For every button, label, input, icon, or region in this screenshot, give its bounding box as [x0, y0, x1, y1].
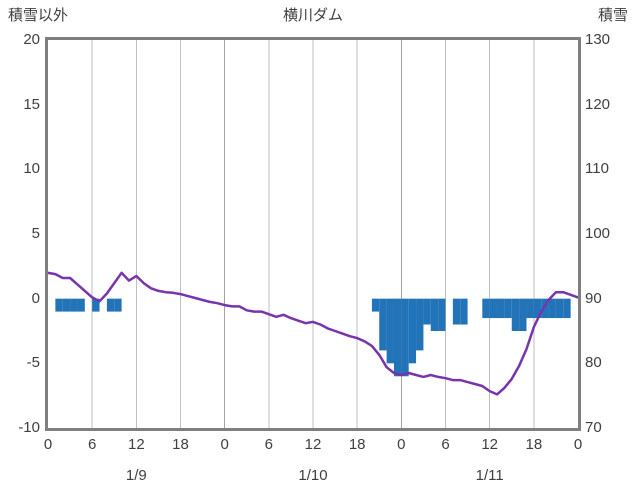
- hourly-bar: [526, 298, 534, 319]
- hourly-bar: [393, 298, 402, 377]
- left-axis-tick-label: 20: [23, 31, 40, 48]
- x-axis-tick-label: 18: [525, 436, 543, 453]
- chart-title: 横川ダム: [282, 7, 343, 24]
- hourly-bar: [416, 298, 424, 351]
- x-axis-tick-label: 12: [481, 436, 498, 453]
- right-axis-tick-label: 110: [585, 160, 609, 178]
- hourly-bar: [423, 298, 431, 325]
- hourly-bar: [511, 298, 520, 331]
- hourly-bar: [55, 298, 63, 312]
- left-axis-tick-label: -10: [18, 419, 40, 436]
- hourly-bar: [386, 298, 394, 364]
- plot-area: [45, 37, 581, 431]
- hourly-bar: [563, 298, 571, 319]
- hourly-bar: [77, 298, 85, 312]
- hourly-bar: [371, 298, 380, 312]
- left-axis-tick-label: 0: [31, 289, 40, 307]
- day-label: 1/9: [125, 467, 147, 484]
- x-axis-tick-label: 18: [172, 436, 189, 453]
- left-axis-tick-label: 15: [23, 95, 40, 113]
- hourly-bar: [92, 298, 100, 312]
- right-axis-tick-label: 90: [585, 289, 602, 307]
- right-axis-tick-label: 100: [585, 225, 611, 242]
- hourly-bar: [379, 298, 387, 351]
- day-label: 1/10: [298, 467, 328, 484]
- hourly-bar: [70, 298, 78, 312]
- hourly-bar: [533, 298, 542, 319]
- hourly-bar: [452, 298, 461, 325]
- hourly-bar: [482, 298, 490, 319]
- hourly-bar: [430, 298, 439, 331]
- plot-svg: [48, 40, 578, 428]
- x-axis-tick-label: 12: [304, 436, 322, 453]
- hourly-bar: [114, 298, 122, 312]
- right-axis-tick-label: 80: [585, 354, 602, 372]
- line-series-path: [48, 271, 578, 396]
- x-axis-tick-label: 0: [220, 436, 229, 453]
- hourly-bar: [519, 298, 527, 331]
- x-axis-tick-label: 6: [87, 436, 97, 453]
- hourly-bar: [504, 298, 512, 319]
- x-axis-tick-label: 18: [348, 436, 366, 453]
- hourly-bar: [541, 298, 549, 319]
- hourly-bar: [489, 298, 498, 319]
- x-axis-tick-label: 6: [441, 436, 450, 453]
- right-axis-title: 積雪: [597, 7, 628, 24]
- hourly-bar: [548, 298, 556, 319]
- hourly-bar: [438, 298, 446, 331]
- x-axis-tick-label: 0: [43, 436, 53, 453]
- left-axis-title: 積雪以外: [8, 7, 69, 24]
- hourly-bar: [460, 298, 468, 325]
- x-axis-tick-label: 0: [573, 436, 583, 453]
- left-axis-tick-label: 5: [31, 225, 40, 242]
- x-axis-tick-label: 12: [127, 436, 145, 453]
- right-axis-tick-label: 120: [585, 95, 611, 113]
- x-axis-tick-label: 0: [397, 436, 406, 453]
- day-label: 1/11: [475, 467, 504, 484]
- hourly-bar: [401, 298, 409, 377]
- hourly-bar: [497, 298, 505, 319]
- hourly-bar: [555, 298, 564, 319]
- hourly-bar: [62, 298, 71, 312]
- right-axis-tick-label: 70: [585, 419, 602, 436]
- x-axis-tick-label: 6: [264, 436, 273, 453]
- hourly-bar: [106, 298, 115, 312]
- left-axis-tick-label: 10: [23, 160, 40, 178]
- right-axis-tick-label: 130: [585, 31, 611, 48]
- left-axis-tick-label: -5: [26, 354, 40, 372]
- hourly-bar: [408, 298, 417, 364]
